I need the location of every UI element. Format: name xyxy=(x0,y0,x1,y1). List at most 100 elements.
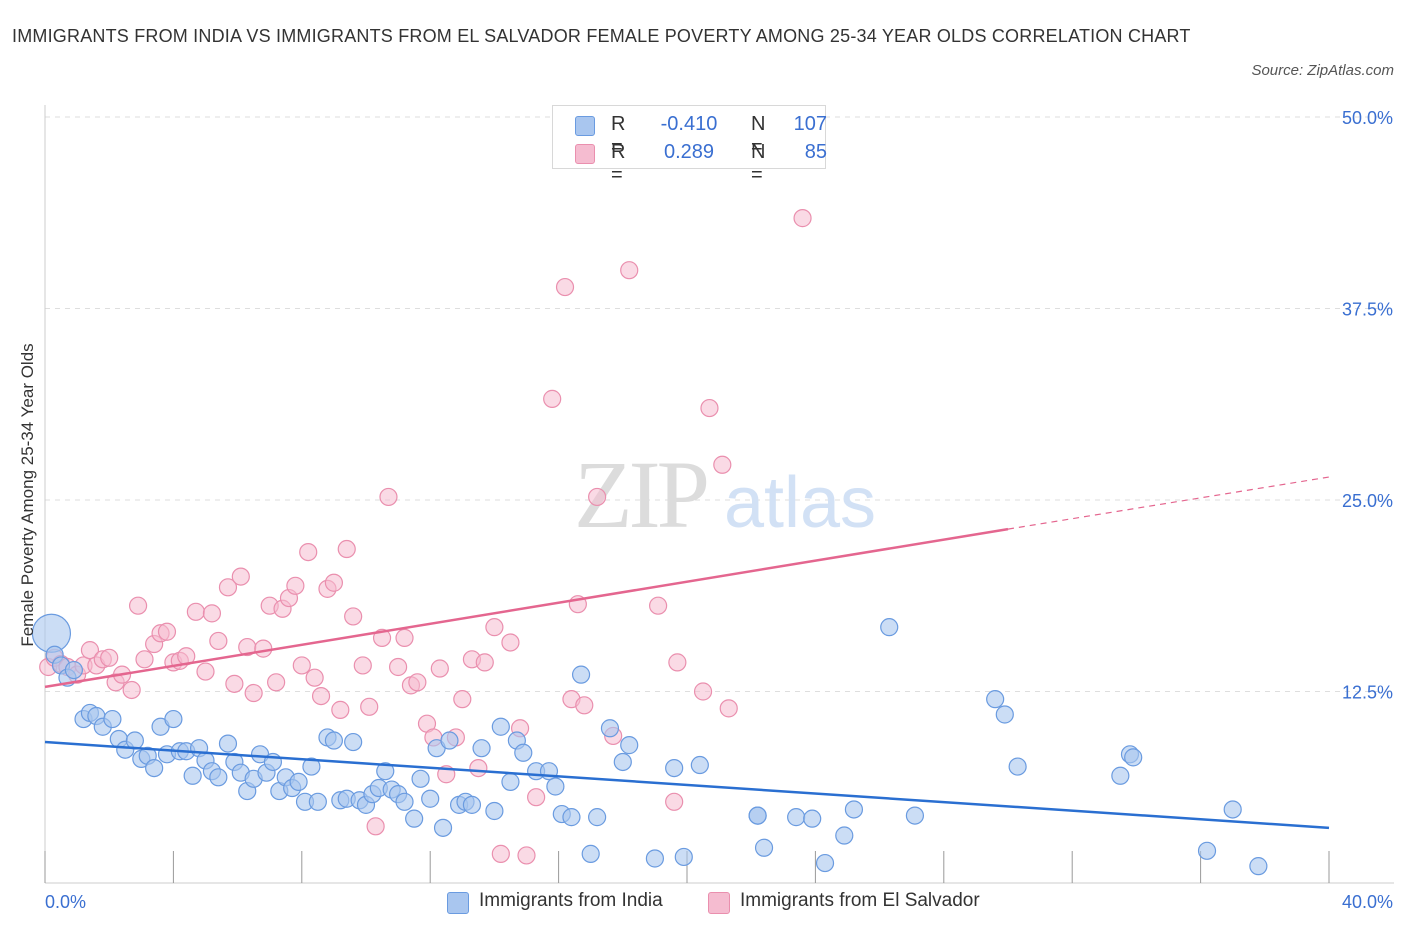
india-point-40 xyxy=(308,792,327,811)
elsalvador-point-83 xyxy=(719,699,738,718)
elsalvador-point-70 xyxy=(555,277,575,297)
india-point-76 xyxy=(588,808,607,827)
india-point-37 xyxy=(289,772,308,791)
elsalvador-point-32 xyxy=(267,673,286,692)
elsalvador-point-12 xyxy=(122,680,141,700)
elsalvador-point-61 xyxy=(469,758,488,778)
elsalvador-point-41 xyxy=(324,573,343,592)
india-point-77 xyxy=(600,719,620,738)
elsalvador-point-17 xyxy=(157,622,177,641)
india-r-label: R = xyxy=(611,113,626,158)
india-point-78 xyxy=(613,752,632,772)
elsalvador-point-73 xyxy=(575,696,594,715)
elsalvador-point-37 xyxy=(299,542,318,562)
elsalvador-point-42 xyxy=(331,700,350,719)
elsalvador-point-84 xyxy=(793,209,812,228)
india-point-91 xyxy=(844,800,864,819)
india-point-73 xyxy=(562,808,581,827)
india-point-81 xyxy=(665,758,684,778)
elsalvador-point-59 xyxy=(453,690,472,709)
india-point-95 xyxy=(995,705,1014,724)
elsalvador-legend-label: Immigrants from El Salvador xyxy=(740,890,980,911)
elsalvador-point-68 xyxy=(527,788,546,807)
elsalvador-point-63 xyxy=(485,618,504,637)
elsalvador-point-6 xyxy=(80,641,100,660)
india-point-100 xyxy=(1197,841,1217,860)
india-point-66 xyxy=(501,772,520,791)
elsalvador-point-25 xyxy=(218,578,238,597)
india-point-94 xyxy=(986,690,1005,709)
elsalvador-point-81 xyxy=(700,398,719,418)
india-point-92 xyxy=(880,618,899,637)
india-point-45 xyxy=(344,732,363,752)
y-tick-label-1: 25.0% xyxy=(1342,491,1393,511)
elsalvador-point-65 xyxy=(501,633,520,652)
elsalvador-trend-extrapolation xyxy=(1007,476,1330,530)
india-point-54 xyxy=(405,809,424,828)
india-point-68 xyxy=(514,743,533,762)
india-trend-line xyxy=(44,740,1330,830)
elsalvador-point-24 xyxy=(209,631,228,651)
x-tick-label-max: 40.0% xyxy=(1342,892,1393,912)
series-legend: Immigrants from India Immigrants from El… xyxy=(0,890,1406,916)
elsalvador-point-14 xyxy=(135,650,154,669)
india-point-53 xyxy=(395,792,414,811)
tick-labels: 12.5% 25.0% 37.5% 50.0% 0.0% 40.0% xyxy=(45,108,1393,912)
elsalvador-r-value: 0.289 xyxy=(663,141,715,163)
india-point-85 xyxy=(748,806,767,825)
elsalvador-trend-line xyxy=(44,527,1009,689)
elsalvador-point-51 xyxy=(395,628,414,647)
elsalvador-n-value: 85 xyxy=(804,141,827,163)
elsalvador-point-50 xyxy=(389,657,408,677)
elsalvador-point-35 xyxy=(286,576,305,595)
india-point-82 xyxy=(674,847,693,867)
india-point-89 xyxy=(815,853,835,873)
india-point-4 xyxy=(64,660,83,680)
elsalvador-point-43 xyxy=(337,539,356,559)
elsalvador-point-45 xyxy=(353,656,372,675)
india-point-62 xyxy=(462,795,482,814)
india-point-59 xyxy=(440,731,459,750)
india-point-55 xyxy=(411,769,430,788)
y-tick-label-2: 37.5% xyxy=(1342,300,1393,320)
india-point-88 xyxy=(803,809,822,828)
elsalvador-point-76 xyxy=(620,261,639,280)
elsalvador-point-9 xyxy=(100,648,119,667)
trend-lines xyxy=(44,476,1330,830)
india-point-65 xyxy=(491,717,510,736)
india-point-93 xyxy=(905,806,925,825)
elsalvador-point-29 xyxy=(244,683,263,703)
chart-title: IMMIGRANTS FROM INDIA VS IMMIGRANTS FROM… xyxy=(12,26,1191,46)
elsalvador-point-80 xyxy=(693,682,713,701)
india-point-42 xyxy=(324,731,343,750)
elsalvador-point-47 xyxy=(366,817,385,836)
elsalvador-point-82 xyxy=(713,455,732,474)
y-axis-label: Female Poverty Among 25-34 Year Olds xyxy=(18,343,37,647)
india-n-value: 107 xyxy=(793,113,827,135)
watermark: ZIP atlas xyxy=(574,441,876,548)
india-n-label: N = xyxy=(751,113,766,158)
elsalvador-point-77 xyxy=(649,596,668,615)
series-elsalvador-points xyxy=(39,209,812,865)
india-point-99 xyxy=(1124,748,1143,767)
elsalvador-point-69 xyxy=(543,389,562,408)
elsalvador-point-49 xyxy=(379,487,398,507)
elsalvador-point-44 xyxy=(344,607,363,626)
india-point-75 xyxy=(581,844,600,863)
elsalvador-point-22 xyxy=(196,662,215,681)
elsalvador-r-label: R = xyxy=(611,141,626,186)
india-point-71 xyxy=(546,777,565,796)
watermark-atlas: atlas xyxy=(724,463,876,543)
elsalvador-point-26 xyxy=(225,674,244,693)
elsalvador-n-label: N = xyxy=(751,141,766,186)
india-point-101 xyxy=(1223,800,1242,819)
india-point-74 xyxy=(571,665,591,684)
elsalvador-point-64 xyxy=(491,844,510,863)
india-point-86 xyxy=(754,838,774,857)
elsalvador-point-30 xyxy=(254,639,273,658)
india-point-80 xyxy=(645,849,665,868)
india-point-39 xyxy=(302,757,321,776)
india-point-87 xyxy=(787,808,806,827)
india-point-58 xyxy=(433,818,453,837)
